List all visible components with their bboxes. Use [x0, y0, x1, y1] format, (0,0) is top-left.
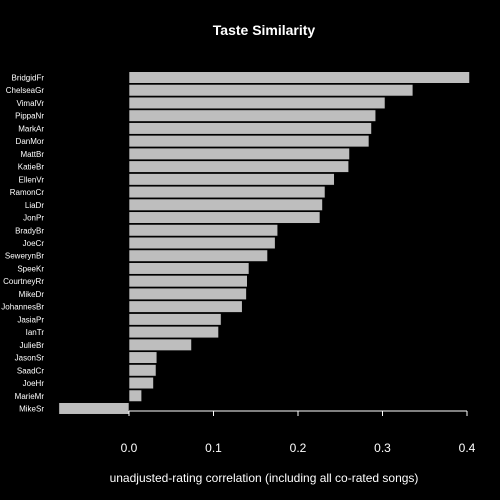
category-label: SaadCr: [17, 366, 44, 375]
bar-BridgidFr: [128, 71, 470, 84]
category-label: JonPr: [23, 214, 44, 223]
x-axis: 0.0 0.1 0.2 0.3 0.4: [121, 410, 476, 455]
bar-JasonSr: [128, 351, 158, 364]
category-label: LiaDr: [25, 201, 44, 210]
category-label: EllenVr: [19, 175, 45, 184]
category-label: SewerynBr: [5, 252, 44, 261]
bar-SpeeKr: [128, 262, 250, 275]
bar-JoeCr: [128, 236, 276, 250]
bar-MattBr: [128, 147, 350, 160]
bar-MikeDr: [128, 287, 247, 301]
bar-DanMor: [128, 135, 370, 148]
category-label: MarkAr: [18, 124, 44, 133]
category-label: BridgidFr: [12, 74, 45, 83]
category-label: JoeCr: [23, 239, 45, 248]
x-axis-label: unadjusted-rating correlation (including…: [110, 471, 419, 485]
category-label: DanMor: [16, 137, 45, 146]
bar-PippaNr: [128, 109, 377, 122]
category-label: IanTr: [26, 328, 45, 337]
category-label: JulieBr: [20, 341, 45, 350]
category-label: MarieMr: [15, 392, 45, 401]
bar-MarkAr: [128, 122, 372, 135]
bar-RamonCr: [128, 185, 326, 199]
category-label: MikeSr: [19, 404, 44, 413]
category-labels-group: BridgidFr ChelseaGr VimalVr PippaNr MarkAr Da…: [1, 74, 44, 414]
category-label: JoeHr: [23, 379, 45, 388]
bar-VimalVr: [128, 96, 386, 110]
x-tick-label: 0.0: [121, 441, 138, 455]
chart-title: Taste Similarity: [213, 22, 316, 38]
bar-ChelseaGr: [128, 84, 414, 97]
category-label: ChelseaGr: [6, 86, 45, 95]
bar-KatieBr: [128, 160, 349, 173]
category-label: MikeDr: [19, 290, 45, 299]
category-label: PippaNr: [15, 112, 44, 121]
category-label: JohannesBr: [1, 303, 44, 312]
bar-SaadCr: [128, 364, 157, 377]
category-label: BradyBr: [15, 226, 44, 235]
bar-EllenVr: [128, 173, 335, 186]
category-label: MattBr: [20, 150, 44, 159]
bar-JulieBr: [128, 338, 192, 351]
bar-MikeSr: [58, 402, 130, 415]
category-label: SpeeKr: [17, 264, 44, 273]
category-label: KatieBr: [18, 163, 45, 172]
category-label: RamonCr: [10, 188, 45, 197]
bars-group: [58, 71, 470, 415]
x-tick-label: 0.2: [290, 441, 307, 455]
bar-LiaDr: [128, 198, 323, 211]
x-tick-label: 0.3: [374, 441, 391, 455]
category-label: VimalVr: [16, 99, 44, 108]
bar-CourtneyRr: [128, 275, 248, 288]
bar-BradyBr: [128, 224, 279, 237]
bar-MarieMr: [128, 389, 142, 402]
bar-JasiaPr: [128, 313, 222, 326]
category-label: JasonSr: [15, 354, 45, 363]
bar-JohannesBr: [128, 300, 243, 313]
bar-JonPr: [128, 211, 321, 224]
category-label: CourtneyRr: [3, 277, 44, 286]
bar-IanTr: [128, 325, 219, 339]
x-tick-label: 0.4: [459, 441, 476, 455]
bar-SewerynBr: [128, 249, 268, 262]
x-tick-label: 0.1: [205, 441, 222, 455]
bar-JoeHr: [128, 376, 154, 390]
category-label: JasiaPr: [17, 315, 44, 324]
